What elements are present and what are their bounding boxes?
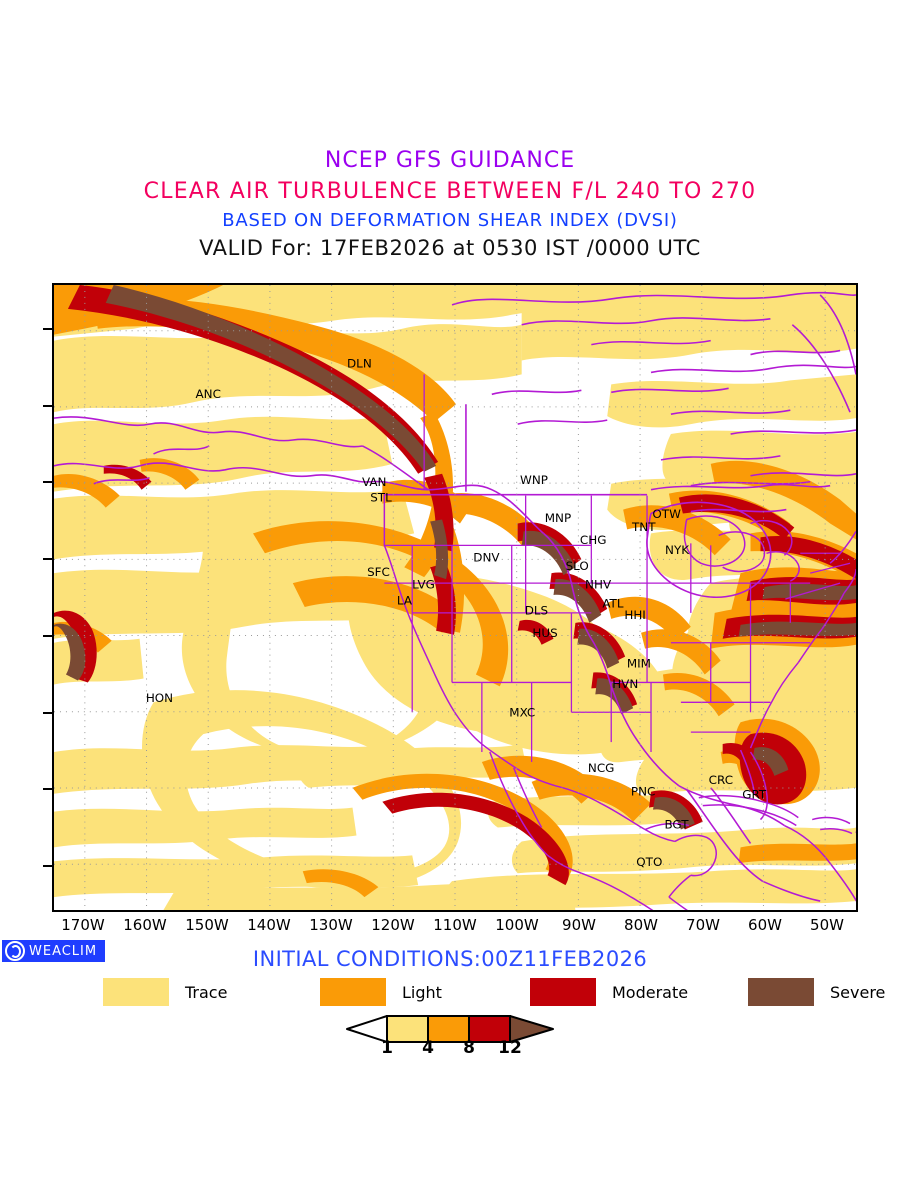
- city-label-dln: DLN: [347, 356, 372, 370]
- colorbar-cap-high: [509, 1015, 554, 1043]
- x-axis-label: 100W: [495, 916, 539, 934]
- map-container[interactable]: ANC DLN VAN STL WNP MNP CHG OTW TNT NYK SLO DNV SFC L…: [43, 283, 858, 912]
- city-label-nyk: NYK: [665, 543, 690, 557]
- legend-item-severe[interactable]: Severe: [748, 978, 885, 1006]
- y-tick: [43, 404, 52, 407]
- city-label-van: VAN: [362, 475, 386, 489]
- city-label-dls: DLS: [525, 603, 548, 617]
- city-label-atl: ATL: [602, 596, 624, 610]
- legend-swatch-moderate: [530, 978, 596, 1006]
- city-label-hhi: HHI: [624, 608, 645, 622]
- legend-swatch-trace: [103, 978, 169, 1006]
- colorbar-seg-moderate: [468, 1015, 511, 1043]
- city-label-grt: GRT: [742, 788, 767, 802]
- city-label-pnc: PNC: [631, 785, 655, 799]
- colorbar-ticks: 1 4 8 12: [345, 1038, 555, 1060]
- x-axis-label: 120W: [371, 916, 415, 934]
- colorbar-tick-12: 12: [498, 1038, 522, 1058]
- city-label-qto: QTO: [636, 855, 662, 869]
- legend-label-severe: Severe: [830, 982, 886, 1002]
- initial-conditions-text: INITIAL CONDITIONS:00Z11FEB2026: [252, 947, 648, 971]
- x-axis-label: 160W: [123, 916, 167, 934]
- page-title-valid: VALID For: 17FEB2026 at 0530 IST /0000 U…: [199, 236, 701, 260]
- colorbar-tick-8: 8: [463, 1038, 475, 1058]
- map-gridlines: [54, 285, 856, 910]
- city-label-wnp: WNP: [520, 473, 548, 487]
- state-boundaries: [384, 494, 851, 762]
- y-tick: [43, 864, 52, 867]
- weaclim-label: WEACLIM: [29, 943, 98, 959]
- x-axis-label: 50W: [810, 916, 844, 934]
- city-label-ncg: NCG: [588, 761, 615, 775]
- page-title-method: BASED ON DEFORMATION SHEAR INDEX (DVSI): [222, 210, 678, 231]
- colorbar-tick-1: 1: [381, 1038, 393, 1058]
- legend-label-trace: Trace: [185, 982, 228, 1002]
- city-label-hvn: HVN: [612, 677, 638, 691]
- legend-label-light: Light: [402, 982, 442, 1002]
- x-axis-label: 90W: [562, 916, 596, 934]
- city-label-hon: HON: [146, 691, 173, 705]
- city-label-anc: ANC: [196, 387, 221, 401]
- y-tick: [43, 711, 52, 714]
- city-label-tnt: TNT: [631, 520, 656, 534]
- city-label-mim: MIM: [627, 657, 651, 671]
- x-axis-label: 130W: [309, 916, 353, 934]
- city-label-dnv: DNV: [473, 551, 500, 565]
- page-title-model: NCEP GFS GUIDANCE: [324, 148, 576, 173]
- weaclim-badge[interactable]: WEACLIM: [2, 940, 106, 962]
- city-label-slo: SLO: [566, 559, 589, 573]
- x-axis-label: 80W: [624, 916, 658, 934]
- city-label-otw: OTW: [652, 507, 681, 521]
- city-label-hus: HUS: [532, 626, 557, 640]
- city-label-crc: CRC: [709, 773, 733, 787]
- legend-item-light[interactable]: Light: [320, 978, 442, 1006]
- category-legend: Trace Light Moderate Severe: [0, 978, 900, 1008]
- city-label-mxc: MXC: [509, 705, 535, 719]
- colorbar-seg-trace: [386, 1015, 429, 1043]
- page-title-product: CLEAR AIR TURBULENCE BETWEEN F/L 240 TO …: [143, 179, 757, 204]
- y-tick: [43, 788, 52, 791]
- coastlines-detail: [383, 494, 856, 910]
- x-axis-label: 150W: [185, 916, 229, 934]
- legend-item-moderate[interactable]: Moderate: [530, 978, 688, 1006]
- colorbar-tick-4: 4: [422, 1038, 434, 1058]
- legend-item-trace[interactable]: Trace: [103, 978, 227, 1006]
- city-label-la: LA: [397, 593, 413, 607]
- city-label-nhv: NHV: [585, 577, 612, 591]
- y-tick: [43, 328, 52, 330]
- x-axis-label: 140W: [247, 916, 291, 934]
- y-tick: [43, 481, 52, 484]
- legend-label-moderate: Moderate: [612, 982, 689, 1002]
- city-label-stl: STL: [370, 490, 392, 504]
- city-label-bgt: BGT: [664, 817, 689, 831]
- legend-swatch-severe: [748, 978, 814, 1006]
- x-axis-label: 70W: [686, 916, 720, 934]
- y-tick: [43, 558, 52, 561]
- x-axis-label: 110W: [433, 916, 477, 934]
- city-label-lvg: LVG: [412, 577, 435, 591]
- city-label-chg: CHG: [580, 533, 607, 547]
- x-axis-label: 170W: [61, 916, 105, 934]
- city-label-sfc: SFC: [367, 565, 390, 579]
- y-tick: [43, 634, 52, 637]
- x-axis-label: 60W: [748, 916, 782, 934]
- colorbar-svg: [346, 1015, 554, 1043]
- circle-logo-icon: [5, 941, 25, 961]
- colorbar[interactable]: [345, 1013, 555, 1045]
- city-label-mnp: MNP: [545, 511, 571, 525]
- title-block: NCEP GFS GUIDANCE CLEAR AIR TURBULENCE B…: [0, 148, 900, 260]
- legend-swatch-light: [320, 978, 386, 1006]
- map-frame: ANC DLN VAN STL WNP MNP CHG OTW TNT NYK SLO DNV SFC L…: [52, 283, 858, 912]
